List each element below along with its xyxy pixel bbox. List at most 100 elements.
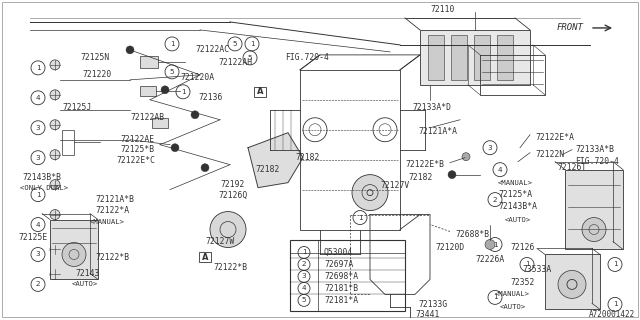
Text: 72126T: 72126T (557, 163, 586, 172)
Text: 5: 5 (301, 297, 307, 303)
Text: 72181*A: 72181*A (324, 296, 358, 305)
Text: 1: 1 (36, 192, 40, 198)
Text: 4: 4 (36, 221, 40, 228)
Bar (199, 252, 211, 262)
Circle shape (448, 171, 456, 179)
Circle shape (352, 175, 388, 211)
Circle shape (50, 244, 60, 254)
Text: 1: 1 (250, 41, 254, 47)
Text: 72122E*B: 72122E*B (405, 160, 444, 169)
Text: Q53004: Q53004 (324, 248, 353, 257)
Text: 72122AE: 72122AE (120, 135, 154, 144)
Bar (62, 130, 74, 155)
Text: 72136: 72136 (198, 93, 222, 102)
Text: 72122AB: 72122AB (130, 113, 164, 122)
Circle shape (462, 153, 470, 161)
Text: 72122*B: 72122*B (95, 253, 129, 262)
Text: FIG.720-4: FIG.720-4 (285, 53, 329, 62)
Text: A720001422: A720001422 (589, 310, 635, 319)
Text: 72352: 72352 (510, 278, 534, 287)
Circle shape (50, 180, 60, 190)
Text: 72698*A: 72698*A (324, 272, 358, 281)
Text: <ONLY DUAL>: <ONLY DUAL> (20, 185, 68, 191)
Text: 3: 3 (36, 252, 40, 258)
Text: 72143: 72143 (75, 269, 99, 278)
Text: 72122AC: 72122AC (195, 45, 229, 54)
Text: <MANUAL>: <MANUAL> (498, 180, 533, 186)
Text: 72226A: 72226A (475, 255, 504, 264)
Text: 3: 3 (488, 145, 492, 151)
Circle shape (161, 86, 169, 94)
Bar (50, 220, 98, 279)
Text: 1: 1 (36, 65, 40, 71)
Text: 73441: 73441 (415, 310, 440, 319)
Text: 72182: 72182 (408, 173, 433, 182)
Text: 73533A: 73533A (522, 265, 551, 274)
Circle shape (50, 60, 60, 70)
Text: 72122E*A: 72122E*A (535, 133, 574, 142)
Bar (497, 35, 513, 80)
Text: <AUTO>: <AUTO> (500, 304, 526, 310)
Text: 4: 4 (36, 95, 40, 101)
Bar (140, 86, 156, 96)
Text: A: A (202, 253, 208, 262)
Text: A: A (257, 87, 263, 96)
Circle shape (210, 212, 246, 247)
Text: FIG.720-4: FIG.720-4 (575, 157, 619, 166)
Text: 72125N: 72125N (80, 53, 109, 62)
Text: 72133A*D: 72133A*D (412, 103, 451, 112)
Text: 4: 4 (498, 167, 502, 173)
Text: 72122AH: 72122AH (218, 58, 252, 68)
Text: 72133A*B: 72133A*B (575, 145, 614, 154)
Circle shape (582, 218, 606, 242)
Text: 72697A: 72697A (324, 260, 353, 269)
Circle shape (126, 46, 134, 54)
Text: 1: 1 (525, 261, 529, 268)
Bar (428, 35, 444, 80)
Text: 3: 3 (301, 273, 307, 279)
Text: 5: 5 (170, 69, 174, 75)
Text: 72122*B: 72122*B (213, 263, 247, 272)
Text: 4: 4 (301, 285, 307, 292)
Text: 2: 2 (301, 261, 307, 268)
Text: 1: 1 (493, 294, 497, 300)
Text: 72688*B: 72688*B (455, 230, 489, 239)
Text: 72126: 72126 (510, 243, 534, 252)
Circle shape (62, 243, 86, 267)
Text: <AUTO>: <AUTO> (505, 217, 531, 222)
Text: 72133G: 72133G (418, 300, 447, 309)
Circle shape (171, 144, 179, 152)
Circle shape (50, 120, 60, 130)
Bar (140, 56, 158, 68)
Text: 5: 5 (248, 55, 252, 61)
Text: 1: 1 (170, 41, 174, 47)
Text: 721220: 721220 (82, 70, 111, 79)
Text: 72126Q: 72126Q (218, 191, 247, 200)
Text: 72125E: 72125E (18, 233, 47, 242)
Text: <MANUAL>: <MANUAL> (90, 219, 125, 225)
Polygon shape (248, 133, 303, 188)
Bar (565, 170, 623, 250)
Text: 72120D: 72120D (435, 243, 464, 252)
Text: 72125*B: 72125*B (120, 145, 154, 154)
Text: 72121A*B: 72121A*B (95, 195, 134, 204)
Text: 72127W: 72127W (205, 237, 234, 246)
Text: FRONT: FRONT (556, 23, 583, 32)
Text: 1: 1 (180, 89, 186, 95)
Text: 1: 1 (358, 214, 362, 220)
Text: 72121A*A: 72121A*A (418, 127, 457, 136)
Text: <MANUAL>: <MANUAL> (495, 292, 530, 297)
Text: 5: 5 (233, 41, 237, 47)
Bar (545, 254, 600, 309)
Text: 72125*A: 72125*A (498, 190, 532, 199)
Text: 721220A: 721220A (180, 73, 214, 82)
Bar (254, 87, 266, 97)
Text: 2: 2 (36, 281, 40, 287)
Text: 72143B*B: 72143B*B (22, 173, 61, 182)
Text: 72127V: 72127V (380, 181, 409, 190)
Text: 72122N: 72122N (535, 150, 564, 159)
Circle shape (191, 111, 199, 119)
Circle shape (50, 150, 60, 160)
Bar (474, 35, 490, 80)
Text: 1: 1 (612, 261, 618, 268)
